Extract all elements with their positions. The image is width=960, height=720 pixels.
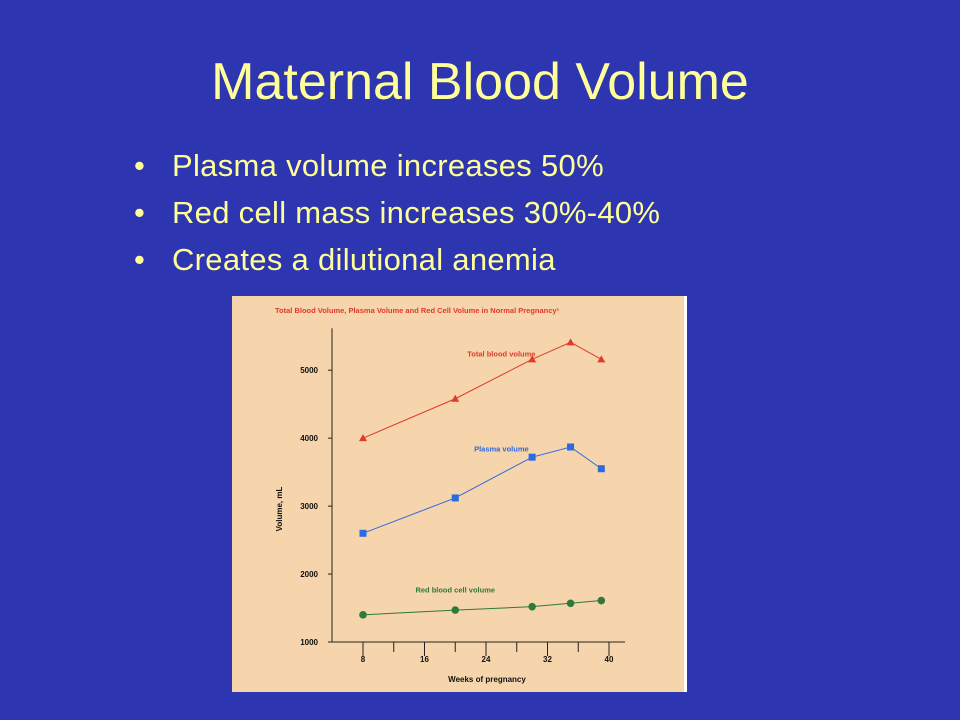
data-point (359, 529, 367, 537)
series-line (362, 600, 602, 616)
y-tick-label: 4000 (300, 434, 318, 443)
x-tick-label: 8 (361, 655, 366, 664)
series-square: Plasma volume (359, 443, 605, 537)
chart-axes: 1000 2000 3000 4000 5000 8 16 24 32 40 Weeks of pr… (275, 328, 625, 684)
x-tick-label: 24 (482, 655, 491, 664)
data-point (566, 599, 575, 608)
x-tick-label: 40 (605, 655, 614, 664)
chart-title: Total Blood Volume, Plasma Volume and Re… (275, 306, 560, 315)
y-tick-label: 5000 (300, 366, 318, 375)
data-point (528, 602, 536, 611)
data-point (451, 606, 460, 614)
series-label: Plasma volume (474, 445, 529, 454)
data-point (451, 494, 459, 502)
x-tick-label: 16 (420, 655, 429, 664)
data-point (528, 453, 536, 461)
data-point (528, 355, 537, 363)
y-axis-label: Volume, mL (275, 487, 284, 532)
data-point (567, 443, 575, 451)
data-point (597, 596, 606, 605)
slide-title: Maternal Blood Volume (211, 53, 749, 111)
y-tick-label: 3000 (300, 502, 318, 511)
y-tick-label: 2000 (300, 570, 318, 579)
series-triangle: Total blood volume (359, 338, 606, 442)
series-line (362, 446, 602, 534)
data-point (566, 338, 575, 346)
series-label: Red blood cell volume (415, 585, 495, 594)
x-tick-label: 32 (543, 655, 552, 664)
data-point (597, 355, 606, 363)
data-point (597, 465, 605, 473)
series-label: Total blood volume (467, 350, 535, 359)
x-axis-label: Weeks of pregnancy (448, 675, 526, 684)
bullet-item: Plasma volume increases 50% (134, 142, 660, 189)
chart-figure: Total Blood Volume, Plasma Volume and Re… (232, 296, 687, 692)
data-point (451, 394, 460, 402)
data-point (359, 611, 367, 619)
series-circle: Red blood cell volume (359, 585, 606, 619)
chart-series: Total blood volume Plasma volume Red blood… (359, 338, 606, 619)
line-chart: Total Blood Volume, Plasma Volume and Re… (275, 306, 625, 684)
y-tick-label: 1000 (300, 638, 318, 647)
bullet-list: Plasma volume increases 50% Red cell mas… (134, 142, 660, 283)
bullet-item: Creates a dilutional anemia (134, 236, 660, 283)
data-point (359, 434, 367, 442)
bullet-item: Red cell mass increases 30%-40% (134, 189, 660, 236)
